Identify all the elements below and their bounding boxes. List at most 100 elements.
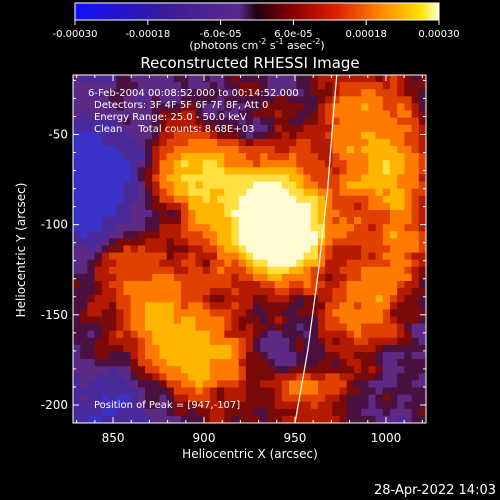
heatmap-cell xyxy=(238,117,247,126)
heatmap-cell xyxy=(245,316,254,325)
heatmap-cell xyxy=(109,323,117,332)
heatmap-cell xyxy=(195,394,204,403)
heatmap-cell xyxy=(289,359,297,367)
heatmap-cell xyxy=(296,415,305,423)
heatmap-cell xyxy=(109,181,117,190)
heatmap-cell xyxy=(123,138,132,147)
heatmap-cell xyxy=(181,131,189,140)
heatmap-cell xyxy=(101,103,110,112)
heatmap-cell xyxy=(260,167,269,176)
heatmap-cell xyxy=(87,344,96,353)
heatmap-cell xyxy=(159,401,168,410)
heatmap-cell xyxy=(274,394,283,403)
heatmap-cell xyxy=(361,415,369,423)
heatmap-cell xyxy=(181,181,189,190)
heatmap-cell xyxy=(123,231,132,239)
heatmap-cell xyxy=(418,288,426,296)
heatmap-cell xyxy=(361,174,369,183)
heatmap-cell xyxy=(353,351,362,360)
heatmap-cell xyxy=(145,209,153,218)
heatmap-cell xyxy=(274,75,283,83)
heatmap-cell xyxy=(325,394,333,403)
heatmap-cell xyxy=(123,252,132,261)
heatmap-cell xyxy=(238,96,247,105)
heatmap-cell xyxy=(296,82,305,90)
heatmap-cell xyxy=(418,167,426,176)
heatmap-cell xyxy=(267,181,276,190)
heatmap-cell xyxy=(202,330,211,339)
heatmap-cell xyxy=(145,231,153,239)
heatmap-cell xyxy=(202,302,211,310)
x-axis-label: Heliocentric X (arcsec) xyxy=(182,447,318,461)
heatmap-cell xyxy=(382,82,391,90)
heatmap-cell xyxy=(181,238,189,247)
heatmap-cell xyxy=(267,96,276,105)
heatmap-cell xyxy=(397,387,405,396)
heatmap-cell xyxy=(87,188,96,197)
heatmap-cell xyxy=(145,295,153,303)
heatmap-cell xyxy=(274,323,283,332)
heatmap-cell xyxy=(368,344,377,353)
heatmap-cell xyxy=(332,337,341,346)
heatmap-cell xyxy=(339,323,348,332)
heatmap-cell xyxy=(317,316,326,325)
heatmap-cell xyxy=(123,188,132,197)
heatmap-cell xyxy=(253,146,261,154)
heatmap-cell xyxy=(339,117,348,126)
heatmap-cell xyxy=(224,238,233,247)
heatmap-cell xyxy=(310,259,319,268)
heatmap-cell xyxy=(397,323,405,332)
heatmap-cell xyxy=(109,231,117,239)
heatmap-cell xyxy=(303,302,312,310)
heatmap-cell xyxy=(361,252,369,261)
heatmap-cell xyxy=(411,323,420,332)
heatmap-cell xyxy=(80,153,89,161)
heatmap-cell xyxy=(368,224,377,232)
heatmap-cell xyxy=(152,351,161,360)
heatmap-cell xyxy=(368,124,377,133)
heatmap-cell xyxy=(123,75,132,83)
heatmap-cell xyxy=(274,231,283,239)
heatmap-cell xyxy=(375,238,384,247)
heatmap-cell xyxy=(195,160,204,168)
heatmap-cell xyxy=(353,82,362,90)
heatmap-cell xyxy=(109,217,117,225)
heatmap-cell xyxy=(418,387,426,396)
heatmap-cell xyxy=(418,181,426,190)
heatmap-cell xyxy=(404,295,413,303)
heatmap-cell xyxy=(411,209,420,218)
heatmap-cell xyxy=(209,238,218,247)
heatmap-cell xyxy=(137,401,146,410)
heatmap-cell xyxy=(123,359,132,367)
heatmap-cell xyxy=(332,316,341,325)
heatmap-cell xyxy=(317,366,326,374)
heatmap-cell xyxy=(310,344,319,353)
heatmap-cell xyxy=(87,401,96,410)
heatmap-cell xyxy=(217,408,225,417)
heatmap-cell xyxy=(145,195,153,204)
heatmap-cell xyxy=(159,380,168,389)
heatmap-cell xyxy=(188,238,197,247)
heatmap-cell xyxy=(130,302,139,310)
heatmap-cell xyxy=(339,280,348,289)
heatmap-cell xyxy=(267,380,276,389)
heatmap-cell xyxy=(159,209,168,218)
heatmap-cell xyxy=(418,344,426,353)
heatmap-cell xyxy=(303,401,312,410)
heatmap-cell xyxy=(260,153,269,161)
heatmap-cell xyxy=(404,217,413,225)
heatmap-cell xyxy=(245,153,254,161)
heatmap-cell xyxy=(389,103,398,112)
heatmap-cell xyxy=(238,302,247,310)
heatmap-cell xyxy=(202,110,211,119)
heatmap-cell xyxy=(361,259,369,268)
heatmap-cell xyxy=(166,188,175,197)
heatmap-cell xyxy=(418,415,426,423)
heatmap-cell xyxy=(231,316,240,325)
heatmap-cell xyxy=(159,394,168,403)
heatmap-cell xyxy=(253,188,261,197)
heatmap-cell xyxy=(382,217,391,225)
heatmap-cell xyxy=(238,110,247,119)
heatmap-cell xyxy=(116,224,125,232)
heatmap-cell xyxy=(325,316,333,325)
